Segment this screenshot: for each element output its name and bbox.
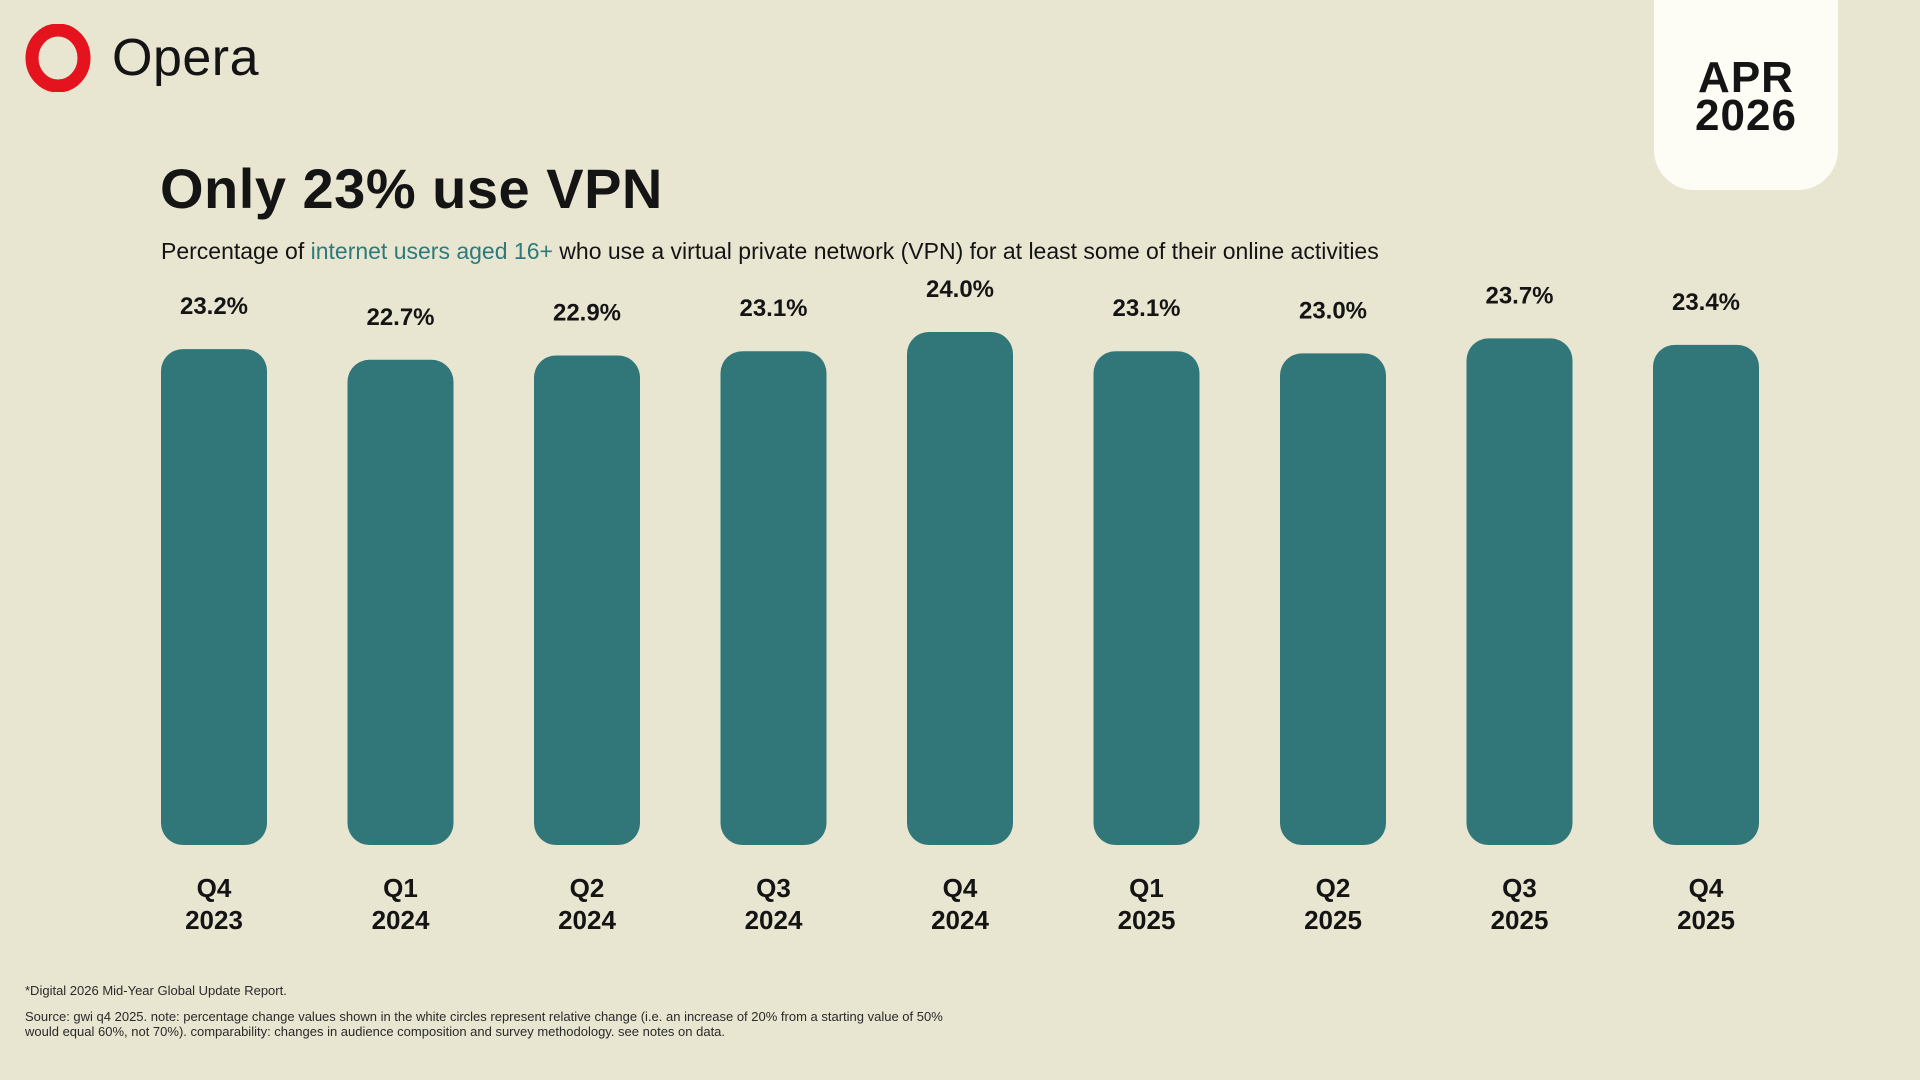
date-month: APR [1698, 53, 1794, 102]
bar-value-label-6: 23.1% [1112, 295, 1180, 322]
x-tick-year-9: 2025 [1677, 905, 1735, 935]
x-tick-year-1: 2023 [185, 905, 243, 935]
bar-5 [907, 332, 1013, 845]
x-tick-year-7: 2025 [1304, 905, 1362, 935]
bar-value-label-3: 22.9% [553, 300, 621, 327]
x-tick-quarter-2: Q1 [383, 873, 418, 903]
x-tick-quarter-1: Q4 [197, 873, 232, 903]
date-card: APR 2026 [1654, 0, 1838, 190]
x-tick-year-5: 2024 [931, 905, 989, 935]
subtitle-post: who use a virtual private network (VPN) … [552, 238, 1379, 264]
bar-7 [1280, 353, 1386, 845]
bar-8 [1466, 338, 1573, 845]
subtitle-highlight: internet users aged 16+ [310, 238, 553, 264]
footnote: *Digital 2026 Mid-Year Global Update Rep… [25, 983, 287, 998]
source-note: Source: gwi q4 2025. note: percentage ch… [25, 1009, 943, 1039]
x-tick-year-3: 2024 [558, 905, 616, 935]
x-tick-quarter-6: Q1 [1129, 873, 1164, 903]
x-tick-year-6: 2025 [1118, 905, 1176, 935]
x-tick-quarter-8: Q3 [1502, 873, 1537, 903]
x-tick-year-8: 2025 [1491, 905, 1549, 935]
x-tick-quarter-4: Q3 [756, 873, 791, 903]
bar-6 [1093, 351, 1200, 845]
bar-3 [534, 355, 640, 845]
bar-2 [347, 359, 454, 845]
opera-logo: Opera [24, 24, 259, 92]
bar-value-label-2: 22.7% [366, 304, 434, 331]
bar-1 [161, 349, 267, 845]
bar-value-label-7: 23.0% [1299, 297, 1367, 324]
bar-4 [720, 351, 827, 845]
brand-name: Opera [112, 29, 260, 87]
bar-value-label-9: 23.4% [1672, 289, 1740, 316]
bar-value-label-1: 23.2% [180, 293, 248, 320]
date-year: 2026 [1695, 91, 1797, 140]
bar-9 [1653, 344, 1759, 845]
bar-value-label-8: 23.7% [1485, 282, 1553, 309]
x-tick-year-2: 2024 [372, 905, 430, 935]
x-tick-quarter-3: Q2 [570, 873, 605, 903]
bar-value-label-4: 23.1% [739, 295, 807, 322]
chart-subtitle: Percentage of internet users aged 16+ wh… [161, 236, 1379, 266]
opera-o-icon [25, 24, 91, 92]
x-tick-year-4: 2024 [745, 905, 803, 935]
subtitle-pre: Percentage of [161, 238, 311, 264]
vpn-usage-bar-chart: 23.2%Q4202322.7%Q1202422.9%Q2202423.1%Q3… [161, 276, 1759, 935]
x-tick-quarter-9: Q4 [1689, 873, 1724, 903]
x-tick-quarter-7: Q2 [1316, 873, 1351, 903]
x-tick-quarter-5: Q4 [943, 873, 978, 903]
bar-value-label-5: 24.0% [926, 276, 994, 303]
page-title: Only 23% use VPN [160, 157, 663, 220]
